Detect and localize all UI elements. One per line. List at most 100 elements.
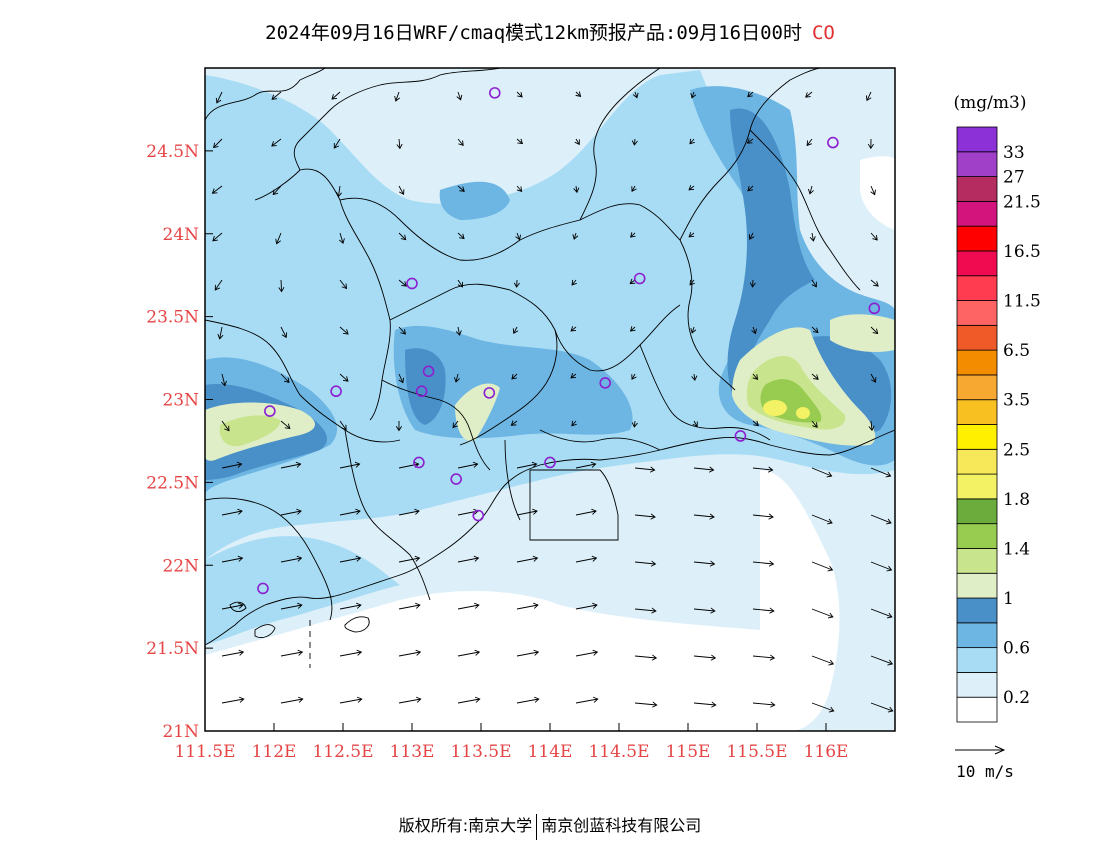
wind-arrowhead <box>867 143 874 150</box>
wind-arrow <box>516 463 537 469</box>
wind-arrow <box>221 463 242 469</box>
wind-arrowhead <box>275 238 281 245</box>
wind-arrowhead <box>571 420 577 427</box>
colorbar-label: 0.6 <box>1003 639 1030 659</box>
wind-arrowhead <box>591 555 598 562</box>
station-marker <box>422 365 435 378</box>
wind-arrow <box>811 608 834 618</box>
colorbar-swatch <box>956 448 998 475</box>
lat-tick-label: 21.5N <box>146 639 199 659</box>
wind-arrow <box>457 232 465 239</box>
wind-arrowhead <box>768 560 775 567</box>
lon-tick-label: 115.5E <box>726 742 787 762</box>
wind-arrow <box>221 510 243 516</box>
colorbar-swatch <box>956 275 998 301</box>
wind-arrowhead <box>338 238 345 245</box>
wind-arrow <box>280 373 290 383</box>
wind-arrowhead <box>768 513 774 520</box>
wind-arrowhead <box>415 649 422 656</box>
wind-arrowhead <box>650 513 656 520</box>
wind-arrowhead <box>394 95 401 102</box>
wind-arrow <box>457 279 463 288</box>
station-marker <box>406 277 418 290</box>
island-outline <box>344 616 370 633</box>
island-outline <box>229 601 247 612</box>
wind-arrow <box>575 510 597 516</box>
wind-arrow <box>455 373 459 383</box>
colorbar-swatch <box>956 473 998 500</box>
wind-arrowhead <box>688 184 695 191</box>
wind-arrowhead <box>281 332 288 339</box>
wind-arrowhead <box>652 701 658 708</box>
wind-arrow <box>516 232 521 240</box>
wind-arrowhead <box>812 422 818 428</box>
wind-arrowhead <box>453 377 460 383</box>
wind-arrowhead <box>649 466 656 473</box>
wind-arrow <box>693 655 716 659</box>
wind-vectors <box>211 91 894 713</box>
lat-tick-label: 23.5N <box>146 308 199 328</box>
wind-arrowhead <box>517 138 524 145</box>
wind-arrowhead <box>651 607 657 614</box>
wind-arrowhead <box>807 188 814 195</box>
wind-arrow <box>219 326 223 339</box>
wind-arrowhead <box>513 282 520 288</box>
plot-area <box>205 68 895 731</box>
wind-arrow <box>337 185 341 197</box>
wind-arrow <box>630 232 636 238</box>
station-marker <box>734 430 747 442</box>
wind-arrowhead <box>747 91 753 98</box>
wind-arrow <box>575 463 596 469</box>
wind-arrowhead <box>271 141 277 147</box>
wind-arrow <box>511 373 518 380</box>
wind-arrowhead <box>631 140 638 146</box>
wind-arrowhead <box>354 461 361 468</box>
wind-reference: 10 m/s <box>955 745 1014 781</box>
wind-arrowhead <box>886 565 893 572</box>
wind-arrowhead <box>333 143 340 149</box>
wind-arrow <box>511 420 518 426</box>
wind-arrowhead <box>629 278 636 285</box>
wind-arrow <box>866 91 872 101</box>
wind-arrowhead <box>238 696 245 703</box>
wind-arrow <box>280 420 291 429</box>
title-pollutant: CO <box>811 22 835 44</box>
wind-arrowhead <box>214 284 221 291</box>
wind-arrowhead <box>401 281 407 287</box>
wind-arrow <box>516 557 538 563</box>
copyright-footer: 版权所有:南京大学 南京创蓝科技有限公司 <box>0 812 1100 840</box>
wind-arrow <box>212 232 223 242</box>
colorbar-label: 1.4 <box>1003 539 1030 559</box>
wind-arrow <box>811 232 814 242</box>
wind-arrow <box>271 91 282 100</box>
colorbar-label: 2.5 <box>1003 440 1030 460</box>
wind-arrowhead <box>573 187 580 194</box>
wind-arrowhead <box>512 328 519 335</box>
wind-arrow <box>280 698 303 704</box>
colorbar-label: 33 <box>1003 143 1025 163</box>
wind-arrowhead <box>355 508 361 515</box>
colorbar-swatch <box>956 225 998 252</box>
wind-arrowhead <box>452 422 458 429</box>
boundary-line <box>539 429 661 451</box>
wind-arrowhead <box>414 508 420 515</box>
station-marker <box>415 385 428 398</box>
wind-arrowhead <box>747 185 753 192</box>
wind-arrowhead <box>395 426 403 432</box>
boundary-line <box>529 469 619 541</box>
wind-arrowhead <box>341 283 347 290</box>
wind-arrow <box>516 510 538 516</box>
colorbar-label: 11.5 <box>1003 292 1041 312</box>
wind-arrow <box>339 279 347 289</box>
wind-arrowhead <box>455 330 462 336</box>
wind-arrow <box>398 138 401 149</box>
wind-arrow <box>280 604 302 610</box>
wind-arrow <box>331 91 341 100</box>
wind-arrowhead <box>510 420 517 426</box>
wind-arrowhead <box>398 377 405 384</box>
wind-arrowhead <box>709 560 716 567</box>
wind-arrowhead <box>689 138 695 145</box>
lat-tick-label: 24N <box>162 225 199 245</box>
wind-arrowhead <box>532 508 538 515</box>
